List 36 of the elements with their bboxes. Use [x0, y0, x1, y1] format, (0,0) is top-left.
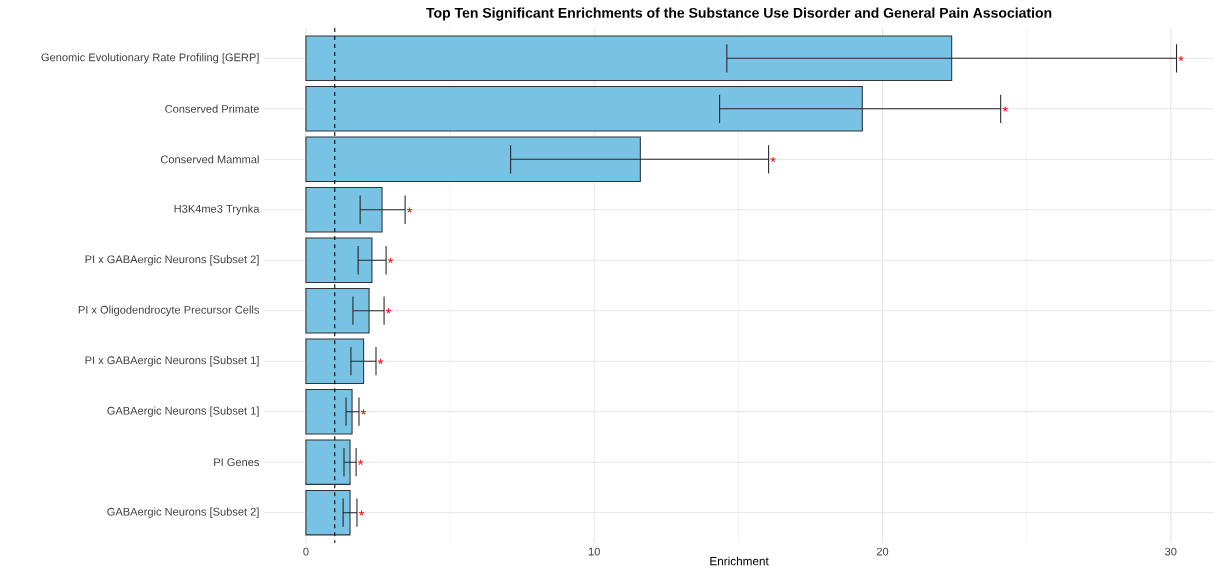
chart-title: Top Ten Significant Enrichments of the Substance Use Disorder and General Pain Association	[426, 7, 1052, 21]
annotation: *	[377, 358, 384, 364]
annotation: *	[387, 257, 394, 263]
x-tick-label: 10	[588, 547, 600, 556]
annotation: *	[385, 308, 392, 314]
x-tick-label: 30	[1165, 547, 1177, 556]
y-tick-label: GABAergic Neurons [Subset 2]	[107, 507, 259, 518]
annotation: *	[1002, 106, 1008, 112]
y-tick-label: H3K4me3 Trynka	[174, 204, 260, 215]
annotation: *	[770, 156, 776, 162]
y-tick-label: Conserved Primate	[165, 104, 259, 113]
y-tick-label: PI x GABAergic Neurons [Subset 2]	[85, 254, 259, 266]
x-tick-label: 0	[303, 547, 309, 556]
annotation: *	[357, 459, 364, 465]
annotation: *	[360, 409, 367, 415]
y-tick-label: PI x Oligodendrocyte Precursor Cells	[78, 305, 259, 316]
y-tick-label: GABAergic Neurons [Subset 1]	[107, 406, 259, 417]
bar	[305, 439, 351, 485]
bar	[305, 237, 373, 283]
y-tick-label: PI Genes	[214, 458, 260, 466]
x-axis-title: Enrichment	[710, 556, 769, 566]
bar	[305, 85, 863, 132]
bar	[305, 338, 365, 384]
y-tick-label: Conserved Mammal	[160, 155, 259, 164]
y-tick-label: Genomic Evolutionary Rate Profiling [GERP]	[41, 52, 259, 64]
bar	[305, 489, 351, 536]
bar	[305, 287, 370, 334]
annotation: *	[406, 207, 413, 213]
annotation: *	[358, 510, 365, 516]
bar	[305, 186, 383, 233]
bar	[305, 35, 953, 81]
y-tick-label: PI x GABAergic Neurons [Subset 1]	[85, 355, 259, 367]
bar	[305, 388, 353, 435]
x-tick-label: 20	[876, 547, 889, 556]
annotation: *	[1178, 55, 1184, 61]
bar	[305, 136, 641, 182]
